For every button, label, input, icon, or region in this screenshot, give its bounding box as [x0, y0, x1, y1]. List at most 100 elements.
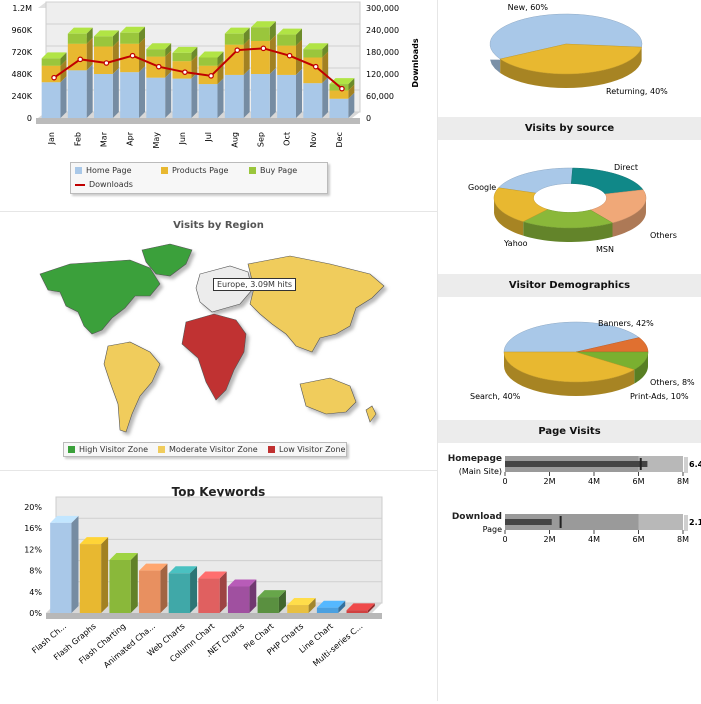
- region-new-zealand[interactable]: [366, 406, 376, 422]
- bullet-tick-label: 6M: [633, 477, 645, 486]
- downloads-point: [78, 57, 82, 61]
- keyword-bar: [50, 516, 78, 613]
- legend-item-products[interactable]: Products Page: [161, 166, 228, 175]
- stacked-bar-segment: [225, 28, 250, 45]
- x-tick-label: Sep: [256, 132, 265, 147]
- bar-side: [322, 77, 328, 118]
- x-tick-label: Oct: [283, 132, 292, 146]
- legend-item-low[interactable]: Low Visitor Zone: [268, 445, 345, 454]
- bar-side: [190, 566, 197, 613]
- bar-side: [101, 537, 108, 613]
- region-asia[interactable]: [248, 256, 384, 352]
- bullet-tick-label: 8M: [677, 535, 689, 544]
- bar-front: [225, 75, 244, 118]
- demographics-pie: Banners, 42%Others, 8%Print-Ads, 10%Sear…: [438, 300, 701, 410]
- bar-front: [251, 41, 270, 74]
- downloads-point: [314, 64, 318, 68]
- bar-front: [94, 47, 113, 75]
- pie-label: Banners, 42%: [598, 319, 654, 328]
- region-south-america[interactable]: [104, 342, 160, 432]
- legend-label: Low Visitor Zone: [279, 445, 345, 454]
- legend-item-home[interactable]: Home Page: [75, 166, 132, 175]
- bar-front: [120, 33, 139, 44]
- x-tick-label: Aug: [230, 132, 239, 148]
- bullet-shadow: [684, 515, 688, 531]
- stacked-bar-segment: [68, 28, 93, 44]
- region-australia[interactable]: [300, 378, 356, 414]
- region-africa[interactable]: [182, 314, 246, 400]
- bullet-tick-label: 2M: [544, 477, 556, 486]
- bar-front: [251, 74, 270, 118]
- downloads-point: [209, 74, 213, 78]
- combo-legend: Home Page Products Page Buy Page Downloa…: [70, 162, 328, 194]
- y-right-tick-label: 60,000: [366, 92, 394, 101]
- stacked-bar-segment: [277, 29, 302, 46]
- bullet-tick-label: 0: [502, 477, 507, 486]
- legend-label: Buy Page: [260, 166, 297, 175]
- region-map-title: Visits by Region: [0, 220, 437, 231]
- y-left-tick-label: 960K: [11, 26, 32, 35]
- y-right-tick-label: 0: [366, 114, 371, 123]
- bar-front: [303, 83, 322, 118]
- bullet-shadow: [684, 457, 688, 473]
- demographics-title: Visitor Demographics: [438, 274, 701, 297]
- x-tick-label: Jul: [204, 132, 213, 143]
- keyword-bar: [258, 590, 286, 613]
- bar-side: [244, 69, 250, 118]
- bar-front: [80, 544, 101, 613]
- bar-side: [220, 572, 227, 613]
- keyword-bar: [139, 564, 167, 613]
- legend-item-high[interactable]: High Visitor Zone: [68, 445, 148, 454]
- bar-side: [270, 68, 276, 118]
- pie-label: New, 60%: [508, 3, 549, 12]
- donut-label: Google: [468, 183, 496, 192]
- stacked-bar-segment: [94, 30, 119, 46]
- bar-side: [165, 72, 171, 118]
- bullet-value-label: 2.1: [689, 518, 701, 527]
- y-right-tick-label: 240,000: [366, 26, 399, 35]
- legend-item-downloads[interactable]: Downloads: [75, 180, 133, 189]
- y-tick-label: 4%: [29, 588, 42, 597]
- y-tick-label: 12%: [24, 545, 42, 554]
- stacked-bar-segment: [42, 76, 67, 118]
- y-tick-label: 20%: [24, 503, 42, 512]
- legend-item-moderate[interactable]: Moderate Visitor Zone: [158, 445, 258, 454]
- y-tick-label: 0%: [29, 609, 42, 618]
- y-right-tick-label: 120,000: [366, 70, 399, 79]
- y-left-tick-label: 720K: [11, 48, 32, 57]
- region-north-america[interactable]: [40, 260, 160, 334]
- bullet-tick-label: 0: [502, 535, 507, 544]
- keyword-bar: [109, 553, 137, 613]
- legend-item-buy[interactable]: Buy Page: [249, 166, 297, 175]
- bar-front: [172, 53, 191, 61]
- bar-front: [317, 608, 338, 613]
- legend-swatch: [158, 446, 165, 453]
- downloads-point: [261, 46, 265, 50]
- y-left-tick-label: 1.2M: [12, 4, 32, 13]
- bar-front: [329, 99, 348, 118]
- bar-front: [277, 46, 296, 75]
- keyword-bar: [80, 537, 108, 613]
- region-legend: High Visitor Zone Moderate Visitor Zone …: [63, 442, 347, 457]
- bar-side: [296, 40, 302, 75]
- legend-label: Products Page: [172, 166, 228, 175]
- bar-front: [329, 91, 348, 99]
- x-tick-label: Apr: [126, 131, 135, 146]
- x-tick-label: Jan: [47, 132, 56, 145]
- bullet-tick-label: 2M: [544, 535, 556, 544]
- bar-front: [258, 597, 279, 613]
- bar-front: [347, 610, 368, 613]
- donut-label: Yahoo: [503, 239, 528, 248]
- legend-swatch: [75, 167, 82, 174]
- downloads-point: [235, 48, 239, 52]
- x-tick-label: Nov: [309, 132, 318, 148]
- bar-side: [61, 76, 67, 118]
- plot-base: [36, 118, 360, 124]
- bar-front: [225, 34, 244, 45]
- y-tick-label: 8%: [29, 567, 42, 576]
- stacked-bar-segment: [277, 69, 302, 118]
- stacked-bar-segment: [251, 68, 276, 118]
- bar-front: [198, 579, 219, 613]
